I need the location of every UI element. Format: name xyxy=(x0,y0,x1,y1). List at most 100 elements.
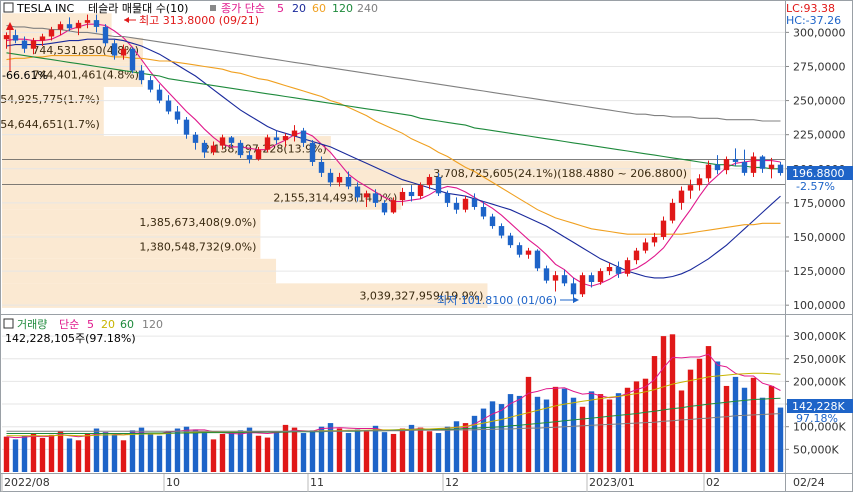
candle-body xyxy=(129,48,136,71)
candle-body xyxy=(39,36,46,41)
volume-bar xyxy=(651,356,658,472)
volume-tick-label: 300,000K xyxy=(793,330,846,343)
volume-bar xyxy=(741,387,748,472)
volume-bar xyxy=(264,437,271,472)
volume-profile-band xyxy=(2,283,488,308)
volume-bar xyxy=(282,424,289,472)
volume-bar xyxy=(129,430,136,472)
volume-bar xyxy=(273,431,280,472)
volume-ma-period-20: 20 xyxy=(101,318,115,331)
candle-body xyxy=(453,202,460,210)
candle-body xyxy=(732,159,739,162)
volume-bar xyxy=(732,376,739,472)
candle-body xyxy=(30,40,37,49)
volume-bar xyxy=(102,432,109,472)
volume-legend: 거래량 단순 5 20 60 120 142,228,105주(97.18%) xyxy=(3,318,163,345)
volume-bar xyxy=(534,396,541,472)
candle-body xyxy=(444,193,451,203)
x-axis-label: 11 xyxy=(310,476,324,489)
volume-bar xyxy=(516,395,523,472)
volume-bar xyxy=(642,378,649,472)
candle-body xyxy=(246,155,253,160)
volume-tag-pct: 97.18% xyxy=(796,412,838,425)
volume-bar xyxy=(606,399,613,472)
volume-bar xyxy=(327,423,334,472)
volume-bar xyxy=(165,431,172,472)
volume-bar xyxy=(750,377,757,472)
volume-bar xyxy=(75,440,82,472)
candle-body xyxy=(606,266,613,272)
volume-tag: 142,228K 97.18% xyxy=(787,399,853,425)
volume-bar xyxy=(417,427,424,472)
volume-bar xyxy=(597,394,604,472)
volume-bar xyxy=(660,336,667,472)
candle-body xyxy=(201,142,208,153)
candle-body xyxy=(750,156,757,173)
volume-profile-label: 3,039,327,959(19.9%) xyxy=(359,290,483,303)
x-axis-label: 02/24 xyxy=(793,476,825,489)
volume-bar xyxy=(345,433,352,472)
volume-title: 거래량 xyxy=(17,318,47,331)
candle-body xyxy=(3,35,10,40)
volume-bar xyxy=(507,394,514,472)
candle-body xyxy=(192,134,199,143)
candle-body xyxy=(264,137,271,150)
left-change-arrowhead-icon xyxy=(6,22,14,30)
volume-profile-band xyxy=(2,185,402,210)
legend-square-icon xyxy=(210,5,216,11)
volume-bar xyxy=(246,427,253,472)
volume-bar xyxy=(111,434,118,472)
candle-body xyxy=(714,164,721,171)
price-tick-label: 300,0000 xyxy=(793,26,846,39)
volume-bar xyxy=(291,427,298,472)
volume-bar xyxy=(426,431,433,472)
volume-bar xyxy=(201,433,208,472)
volume-tag-value: 142,228K xyxy=(792,400,845,413)
x-axis-label: 10 xyxy=(166,476,180,489)
candle-body xyxy=(255,149,262,160)
price-grid xyxy=(2,31,785,306)
x-axis-label: 2022/08 xyxy=(4,476,50,489)
volume-bar xyxy=(633,381,640,472)
volume-profile-band xyxy=(2,234,261,259)
volume-bar xyxy=(210,439,217,472)
high-label: 최고 313.8000 (09/21) xyxy=(139,14,259,27)
candle-body xyxy=(48,29,55,37)
volume-tick-label: 250,000K xyxy=(793,353,846,366)
x-axis-label: 02 xyxy=(706,476,720,489)
price-tick-label: 100,0000 xyxy=(793,299,846,312)
volume-bar xyxy=(138,427,145,472)
volume-bar xyxy=(3,436,10,472)
volume-bar xyxy=(777,407,784,472)
candle-body xyxy=(669,202,676,221)
volume-bar xyxy=(543,399,550,472)
volume-bar xyxy=(147,433,154,472)
candle-body xyxy=(309,142,316,162)
left-change-marker: -66.61% xyxy=(2,22,48,82)
volume-bar xyxy=(192,429,199,472)
candle-body xyxy=(102,26,109,44)
volume-bar xyxy=(561,388,568,472)
volume-bar xyxy=(705,346,712,472)
volume-bar xyxy=(57,431,64,472)
candle-body xyxy=(507,235,514,246)
ma-period-240: 240 xyxy=(357,2,378,15)
volume-profile-band xyxy=(2,209,261,235)
volume-bar xyxy=(363,431,370,472)
volume-bar xyxy=(39,438,46,472)
volume-bar xyxy=(12,439,19,472)
price-ma-line-20 xyxy=(6,38,781,279)
volume-bar xyxy=(228,432,235,472)
legend-checkbox-icon[interactable] xyxy=(3,2,14,13)
ma-period-20: 20 xyxy=(292,2,306,15)
candle-body xyxy=(723,159,730,171)
volume-tag-box xyxy=(787,399,853,413)
price-tick-label: 175,0000 xyxy=(793,197,846,210)
price-tick-label: 150,0000 xyxy=(793,231,846,244)
price-tick-label: 225,0000 xyxy=(793,129,846,142)
candle-body xyxy=(480,206,487,217)
candle-body xyxy=(93,20,100,27)
candle-body xyxy=(417,185,424,197)
candle-body xyxy=(219,137,226,146)
volume-legend-checkbox-icon[interactable] xyxy=(3,318,14,329)
